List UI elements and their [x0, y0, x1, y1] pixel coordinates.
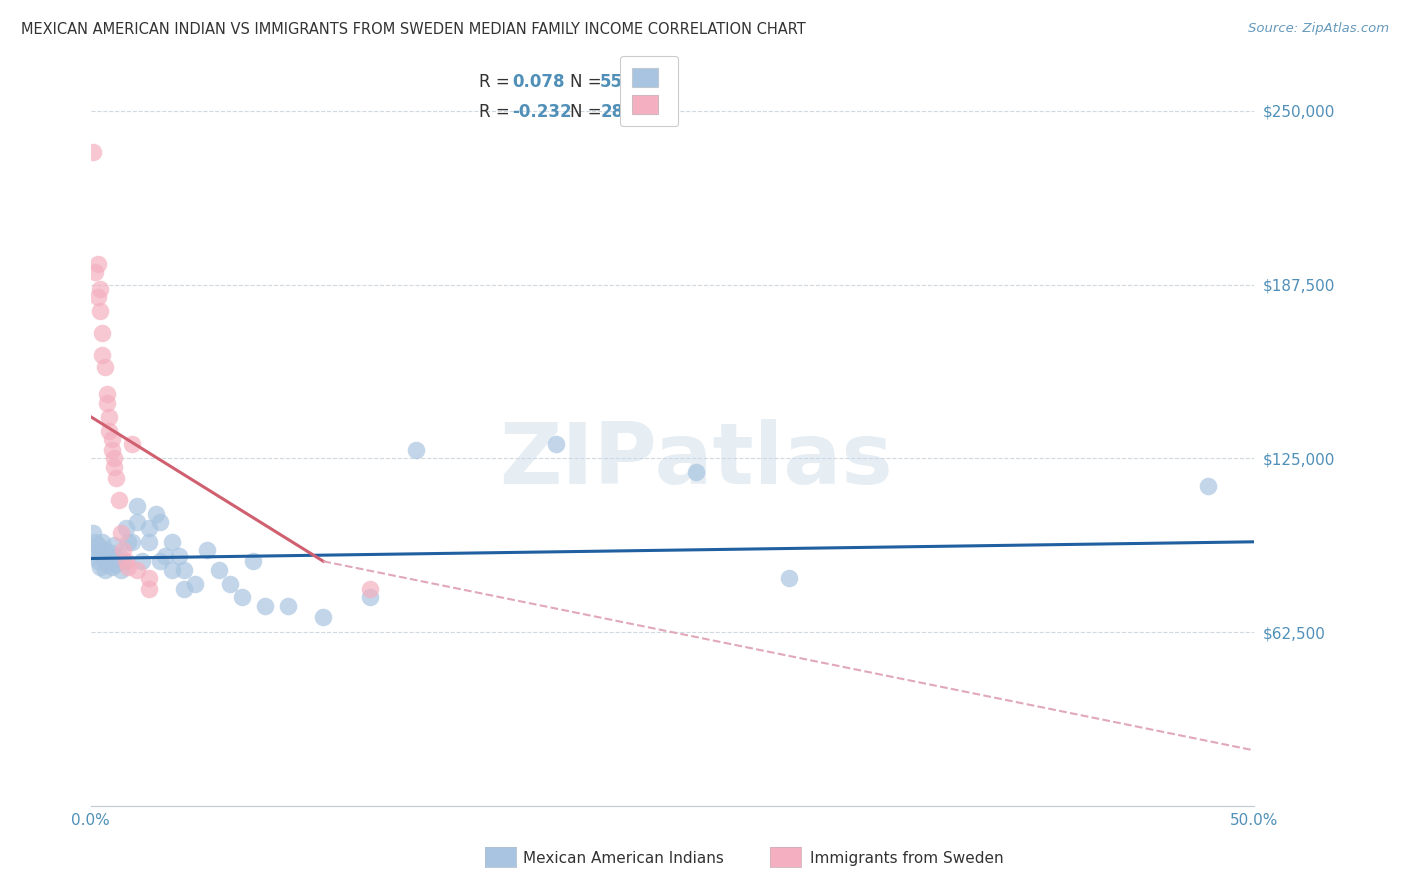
- Point: [544, 437, 567, 451]
- Point: [277, 599, 299, 613]
- Point: [89, 543, 111, 558]
- Point: [131, 554, 153, 568]
- Point: [96, 549, 118, 563]
- Point: [127, 499, 149, 513]
- Point: [219, 576, 242, 591]
- Point: [91, 534, 114, 549]
- Point: [98, 554, 121, 568]
- Point: [89, 304, 111, 318]
- Point: [103, 538, 125, 552]
- Point: [82, 543, 104, 558]
- Point: [145, 507, 167, 521]
- Point: [100, 559, 122, 574]
- Text: N =: N =: [569, 103, 607, 120]
- Point: [100, 546, 122, 560]
- Point: [89, 559, 111, 574]
- Text: Source: ZipAtlas.com: Source: ZipAtlas.com: [1249, 22, 1389, 36]
- Point: [103, 459, 125, 474]
- Point: [82, 145, 104, 160]
- Point: [96, 387, 118, 401]
- Text: 55: 55: [600, 72, 623, 91]
- Point: [86, 257, 108, 271]
- Point: [112, 543, 135, 558]
- Point: [160, 534, 183, 549]
- Point: [138, 521, 160, 535]
- Point: [114, 554, 136, 568]
- Point: [121, 437, 143, 451]
- Point: [91, 551, 114, 566]
- Point: [149, 554, 172, 568]
- Point: [82, 526, 104, 541]
- Point: [173, 563, 195, 577]
- Point: [359, 591, 381, 605]
- Point: [105, 557, 128, 571]
- Point: [93, 563, 115, 577]
- Point: [153, 549, 176, 563]
- Point: [84, 534, 107, 549]
- Point: [254, 599, 277, 613]
- Point: [167, 549, 190, 563]
- Point: [84, 549, 107, 563]
- Point: [98, 409, 121, 424]
- Point: [207, 563, 229, 577]
- Point: [93, 543, 115, 558]
- Point: [112, 554, 135, 568]
- Point: [138, 571, 160, 585]
- Point: [103, 451, 125, 466]
- Point: [778, 571, 800, 585]
- Point: [117, 559, 139, 574]
- Point: [173, 582, 195, 596]
- Point: [184, 576, 207, 591]
- Point: [114, 521, 136, 535]
- Text: Immigrants from Sweden: Immigrants from Sweden: [810, 851, 1004, 865]
- Point: [96, 557, 118, 571]
- Text: 0.078: 0.078: [512, 72, 564, 91]
- Text: R =: R =: [479, 103, 515, 120]
- Point: [86, 554, 108, 568]
- Point: [149, 516, 172, 530]
- Point: [127, 563, 149, 577]
- Point: [103, 554, 125, 568]
- Point: [86, 538, 108, 552]
- Point: [110, 526, 132, 541]
- Point: [110, 563, 132, 577]
- Legend: , : ,: [620, 56, 678, 126]
- Point: [100, 432, 122, 446]
- Text: Mexican American Indians: Mexican American Indians: [523, 851, 724, 865]
- Point: [93, 359, 115, 374]
- Point: [312, 610, 335, 624]
- Point: [117, 534, 139, 549]
- Point: [91, 326, 114, 341]
- Point: [100, 443, 122, 458]
- Point: [105, 471, 128, 485]
- Point: [242, 554, 264, 568]
- Point: [96, 396, 118, 410]
- Point: [86, 290, 108, 304]
- Point: [195, 543, 218, 558]
- Point: [160, 563, 183, 577]
- Point: [138, 582, 160, 596]
- Point: [1197, 479, 1219, 493]
- Point: [685, 465, 707, 479]
- Point: [231, 591, 253, 605]
- Text: -0.232: -0.232: [512, 103, 571, 120]
- Point: [127, 516, 149, 530]
- Point: [98, 424, 121, 438]
- Text: MEXICAN AMERICAN INDIAN VS IMMIGRANTS FROM SWEDEN MEDIAN FAMILY INCOME CORRELATI: MEXICAN AMERICAN INDIAN VS IMMIGRANTS FR…: [21, 22, 806, 37]
- Point: [84, 265, 107, 279]
- Point: [91, 349, 114, 363]
- Point: [89, 282, 111, 296]
- Point: [405, 443, 427, 458]
- Point: [107, 493, 129, 508]
- Point: [121, 534, 143, 549]
- Point: [359, 582, 381, 596]
- Text: N =: N =: [569, 72, 607, 91]
- Text: 28: 28: [600, 103, 623, 120]
- Point: [107, 549, 129, 563]
- Text: ZIPatlas: ZIPatlas: [499, 419, 893, 502]
- Point: [138, 534, 160, 549]
- Text: R =: R =: [479, 72, 515, 91]
